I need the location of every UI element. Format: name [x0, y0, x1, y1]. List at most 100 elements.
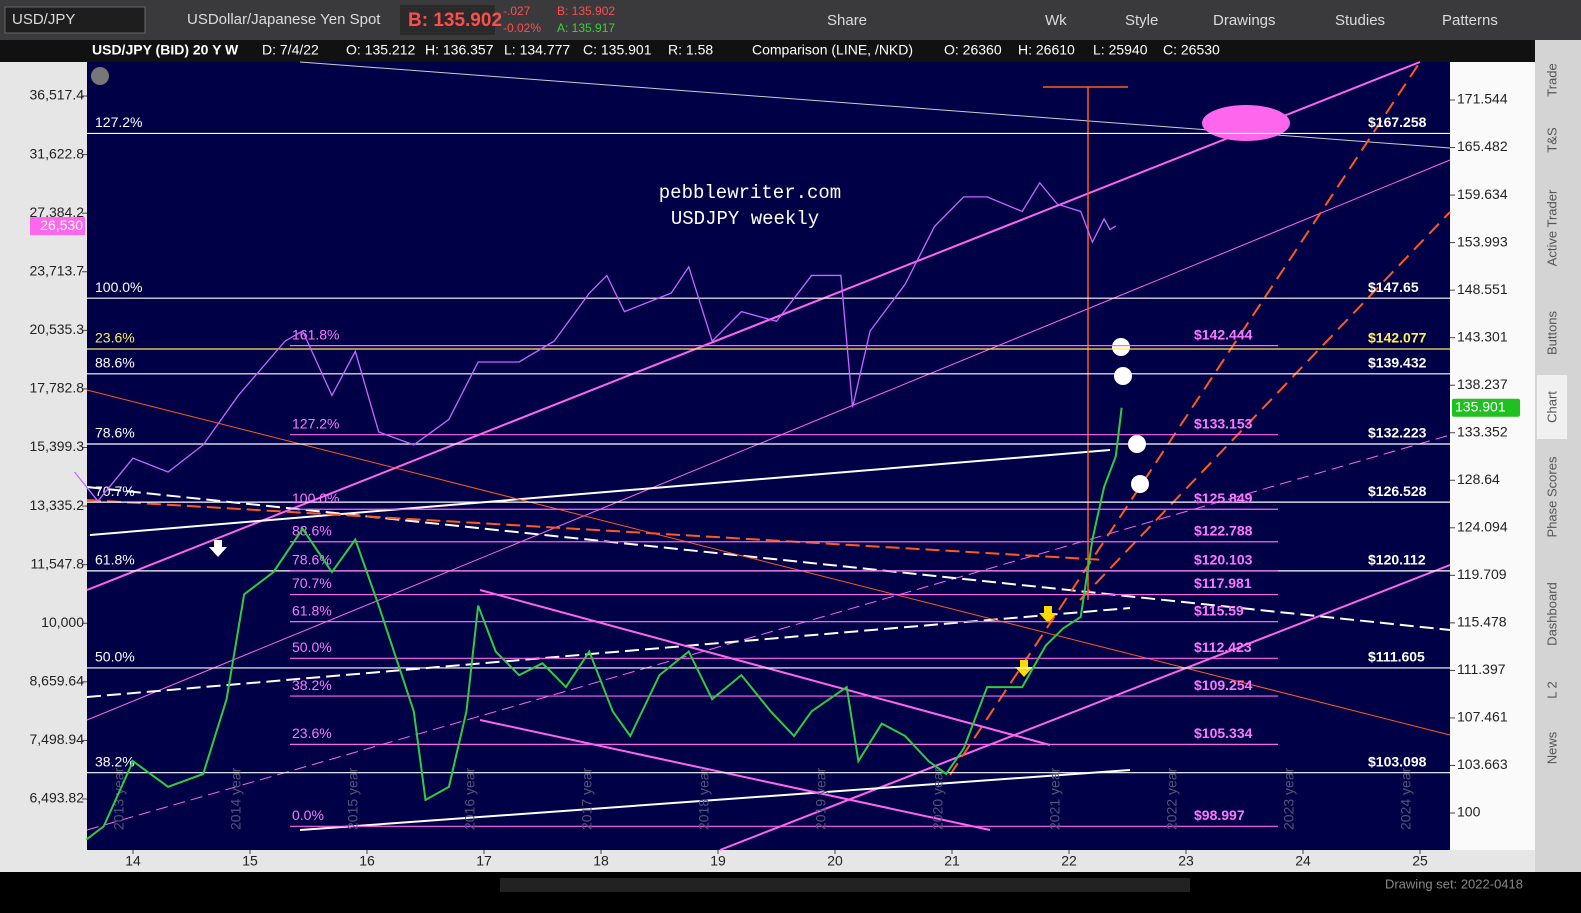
left-axis-panel	[0, 62, 87, 850]
trend-line	[86, 499, 1106, 561]
info-items: USD/JPY (BID) 20 Y W D: 7/4/22 O: 135.212 H…	[92, 42, 1220, 58]
trend-line	[719, 564, 1451, 851]
left-tick-label: 6,493.82	[30, 790, 85, 806]
x-tick-label: 22	[1061, 853, 1077, 869]
sidebar-tab[interactable]: Phase Scores	[1544, 456, 1559, 537]
info-item: H: 136.357	[425, 42, 494, 58]
bid-small: B: 135.902	[557, 4, 615, 18]
right-tick-label: 171.544	[1457, 91, 1508, 107]
watermark: pebblewriter.com	[659, 182, 841, 204]
drawing-set: Drawing set: 2022-0418	[1385, 876, 1523, 891]
bid[interactable]: B: 135.902	[408, 10, 502, 31]
year-label: 2015 year	[345, 767, 361, 830]
arrow-marker	[1039, 606, 1057, 623]
info-bar	[0, 40, 1581, 62]
x-tick-label: 15	[242, 853, 258, 869]
right-tick-label: 153.993	[1457, 233, 1508, 249]
trend-line	[86, 607, 1131, 698]
fib-price: $117.981	[1194, 575, 1252, 591]
target-dot	[1114, 367, 1132, 385]
plot	[86, 61, 1451, 851]
right-tick-label: 159.634	[1457, 186, 1508, 202]
left-tick-label: 11,547.8	[31, 555, 85, 571]
right-tick-label: 148.551	[1457, 281, 1508, 297]
toolbar-button[interactable]: Drawings	[1213, 12, 1276, 29]
fib-price: $109.254	[1194, 677, 1253, 693]
right-tick-label: 115.478	[1457, 614, 1507, 630]
comparison-line	[73, 181, 1117, 503]
sidebar-tab[interactable]: Dashboard	[1544, 582, 1559, 646]
toolbar-buttons: Share Wk Style Drawings Studies Patterns	[827, 12, 1498, 29]
left-tick-label: 8,659.64	[30, 673, 85, 689]
arrow-marker	[209, 540, 227, 557]
left-tick-label: 31,622.8	[30, 145, 85, 161]
target-dot	[1112, 338, 1130, 356]
info-item: USD/JPY (BID) 20 Y W	[92, 42, 239, 58]
sidebar-tab[interactable]: L 2	[1544, 681, 1559, 699]
x-tick-label: 21	[944, 853, 960, 869]
price-badge	[1452, 398, 1520, 417]
sidebar-tab[interactable]: Buttons	[1544, 310, 1559, 355]
description: USDollar/Japanese Yen Spot	[187, 11, 381, 28]
fib-label: 23.6%	[292, 725, 332, 741]
toolbar-button[interactable]: Wk	[1045, 12, 1067, 29]
active-tab	[1537, 375, 1567, 439]
x-tick-label: 18	[593, 853, 609, 869]
year-label: 2018 year	[696, 767, 712, 830]
fib-label: 78.6%	[292, 552, 332, 568]
fib-price: $111.605	[1368, 649, 1425, 665]
left-tick-label: 36,517.4	[30, 87, 85, 103]
trend-line	[1079, 211, 1451, 601]
right-tick-label: 111.397	[1457, 661, 1506, 677]
toolbar-button[interactable]: Studies	[1335, 12, 1385, 29]
left-tick-label: 13,335.2	[30, 497, 85, 513]
target-dot	[1131, 475, 1149, 493]
symbol[interactable]: USD/JPY	[12, 11, 75, 28]
toolbar-button[interactable]: Style	[1125, 12, 1158, 29]
fib-label: 70.7%	[292, 575, 332, 591]
info-item: L: 134.777	[504, 42, 570, 58]
fib-price: $132.223	[1368, 425, 1427, 441]
fib-price: $120.103	[1194, 552, 1253, 568]
toolbar-button[interactable]: Patterns	[1442, 12, 1498, 29]
alert-icon[interactable]	[91, 67, 109, 85]
year-label: 2020 year	[930, 767, 946, 830]
toolbar-button[interactable]: Share	[827, 12, 867, 29]
year-label: 2014 year	[228, 767, 244, 830]
plot-area	[87, 62, 1450, 850]
trend-line	[949, 61, 1421, 776]
fib-price: $126.528	[1368, 483, 1427, 499]
fib-price: $147.65	[1368, 279, 1419, 295]
left-tick-label: 10,000	[41, 614, 84, 630]
right-axis-panel	[1450, 62, 1535, 850]
x-tick-label: 20	[827, 853, 843, 869]
sidebar-tab[interactable]: T&S	[1544, 127, 1559, 153]
fib-price: $167.258	[1368, 114, 1427, 130]
year-label: 2013 year	[111, 767, 127, 830]
right-tick-label: 128.64	[1457, 471, 1500, 487]
scroll-thumb[interactable]	[500, 878, 1190, 892]
sidebar-tab[interactable]: Trade	[1544, 63, 1559, 96]
fib-price: $120.112	[1368, 552, 1426, 568]
fib-label: 50.0%	[95, 649, 135, 665]
fib-price: $142.444	[1194, 326, 1253, 342]
fib-label: 38.2%	[292, 677, 332, 693]
comparison-item: Comparison (LINE, /NKD)	[752, 42, 913, 58]
fib-label: 127.2%	[95, 114, 142, 130]
sidebar-tab[interactable]: Chart	[1544, 391, 1559, 423]
fib-label: 38.2%	[95, 753, 135, 769]
symbol-box[interactable]	[4, 6, 146, 34]
fib-price: $133.153	[1194, 415, 1253, 431]
sidebar-tab[interactable]: Active Trader	[1544, 189, 1559, 266]
target-marker	[1202, 105, 1290, 141]
fib-label: 50.0%	[292, 639, 332, 655]
left-tick-label: 20,535.3	[30, 321, 85, 337]
left-tick-label: 23,713.7	[30, 262, 85, 278]
ask-small: A: 135.917	[557, 21, 615, 35]
sidebar-tab[interactable]: News	[1544, 731, 1559, 764]
fib-price: $125.849	[1194, 490, 1253, 506]
comparison-item: C: 26530	[1163, 42, 1220, 58]
watermark: USDJPY weekly	[671, 208, 819, 230]
comparison-item: O: 26360	[944, 42, 1002, 58]
info-item: C: 135.901	[583, 42, 652, 58]
